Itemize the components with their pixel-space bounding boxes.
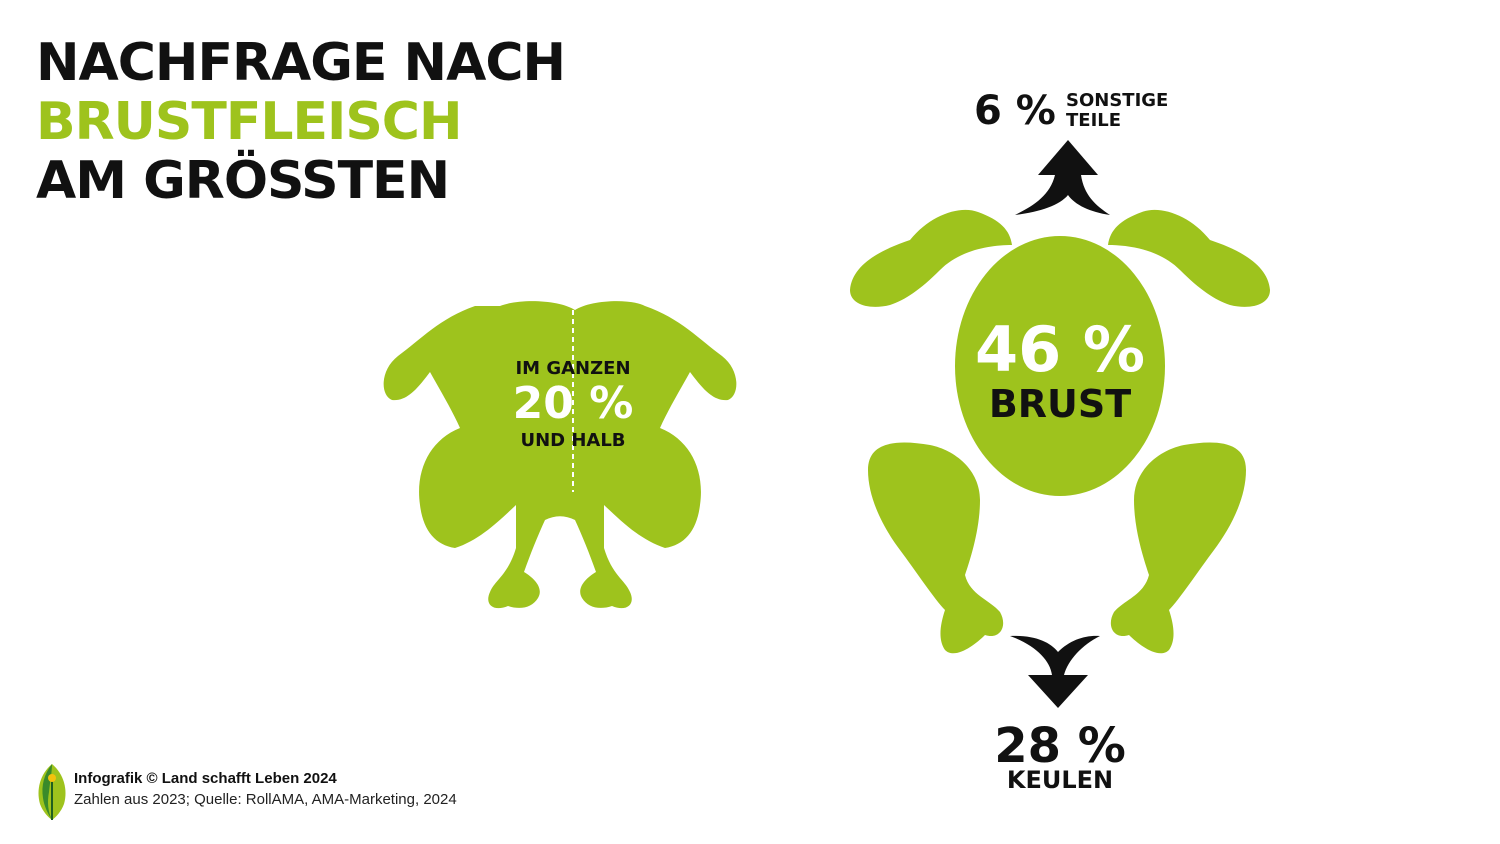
legs-value: 28 % [994, 718, 1126, 774]
right-drumstick-icon [1110, 442, 1246, 654]
breast-value: 46 % [975, 313, 1145, 386]
breast-label: BRUST [988, 382, 1132, 426]
whole-label-bottom: UND HALB [520, 430, 626, 451]
legs-label: KEULEN [1006, 766, 1114, 794]
leaf-logo-icon [38, 764, 66, 820]
whole-chicken-icon [383, 301, 737, 609]
page-title: NACHFRAGE NACH BRUSTFLEISCH AM GRÖSSTEN [36, 33, 566, 211]
breast-oval [955, 236, 1165, 496]
footer-credit: Infografik © Land schafft Leben 2024 [74, 770, 337, 787]
right-wing-icon [1108, 209, 1270, 307]
title-line-1: NACHFRAGE NACH [36, 33, 566, 93]
left-drumstick-icon [868, 442, 1004, 654]
other-label-1: SONSTIGE [1066, 90, 1169, 111]
whole-label-top: IM GANZEN [515, 358, 631, 379]
arrow-down-icon [1010, 635, 1100, 708]
title-line-2: BRUSTFLEISCH [36, 92, 462, 152]
whole-value: 20 % [512, 378, 634, 429]
footer-source: Zahlen aus 2023; Quelle: RollAMA, AMA-Ma… [74, 791, 457, 808]
title-line-3: AM GRÖSSTEN [36, 151, 450, 211]
arrow-up-icon [1015, 140, 1110, 215]
other-label-2: TEILE [1066, 110, 1122, 131]
left-wing-icon [850, 209, 1012, 307]
other-value: 6 % [974, 88, 1056, 134]
